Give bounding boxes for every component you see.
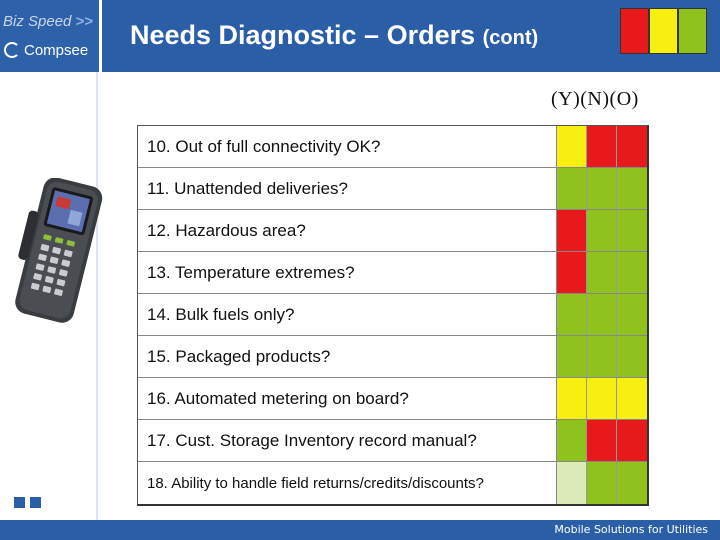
question-label: 17. Cust. Storage Inventory record manua…	[138, 420, 558, 461]
status-cell-y	[557, 252, 588, 293]
compsee-label: Compsee	[24, 42, 89, 59]
status-cell-o	[617, 210, 647, 251]
status-cell-y	[557, 294, 588, 335]
status-cell-o	[617, 420, 647, 461]
logo: Biz Speed >> Compsee	[0, 0, 102, 72]
status-cell-n	[587, 210, 618, 251]
question-row: 18. Ability to handle field returns/cred…	[138, 462, 647, 504]
question-row: 11. Unattended deliveries?	[138, 168, 647, 210]
question-label: 12. Hazardous area?	[138, 210, 558, 251]
status-cell-n	[587, 252, 618, 293]
diagnostic-table: 10. Out of full connectivity OK? 11. Unat…	[137, 125, 649, 506]
question-label: 14. Bulk fuels only?	[138, 294, 558, 335]
status-cell-y	[557, 420, 588, 461]
status-cell-o	[617, 126, 647, 167]
status-cell-y	[557, 462, 588, 504]
footer-text: Mobile Solutions for Utilities	[554, 523, 708, 536]
question-label: 11. Unattended deliveries?	[138, 168, 558, 209]
question-label: 13. Temperature extremes?	[138, 252, 558, 293]
color-legend	[620, 8, 707, 54]
status-cell-o	[617, 462, 647, 504]
legend-swatch	[678, 8, 707, 54]
question-row: 13. Temperature extremes?	[138, 252, 647, 294]
header-bar: Biz Speed >> Compsee Needs Diagnostic – …	[0, 0, 720, 72]
double-arrow-icon: >>	[75, 13, 94, 30]
question-row: 10. Out of full connectivity OK?	[138, 126, 647, 168]
status-cell-n	[587, 378, 618, 419]
status-cell-o	[617, 294, 647, 335]
question-row: 17. Cust. Storage Inventory record manua…	[138, 420, 647, 462]
page-title-main: Needs Diagnostic – Orders	[130, 20, 476, 50]
status-cell-y	[557, 126, 588, 167]
question-row: 15. Packaged products?	[138, 336, 647, 378]
question-label: 18. Ability to handle field returns/cred…	[138, 462, 558, 504]
status-cell-o	[617, 252, 647, 293]
divider	[96, 72, 98, 520]
status-cell-n	[587, 336, 618, 377]
status-cell-y	[557, 336, 588, 377]
handheld-device-image	[15, 178, 103, 323]
status-cell-n	[587, 168, 618, 209]
question-row: 12. Hazardous area?	[138, 210, 647, 252]
page-title: Needs Diagnostic – Orders (cont)	[130, 20, 538, 51]
status-cell-y	[557, 378, 588, 419]
column-headers-yno: (Y)(N)(O)	[551, 88, 639, 110]
biz-speed-label: Biz Speed	[3, 13, 72, 30]
compsee-c-icon	[4, 42, 20, 58]
status-cell-o	[617, 336, 647, 377]
status-cell-o	[617, 378, 647, 419]
status-cell-n	[587, 126, 618, 167]
status-cell-y	[557, 210, 588, 251]
question-row: 16. Automated metering on board?	[138, 378, 647, 420]
status-cell-n	[587, 294, 618, 335]
biz-speed-logo-text: Biz Speed >>	[3, 13, 93, 30]
question-label: 15. Packaged products?	[138, 336, 558, 377]
question-row: 14. Bulk fuels only?	[138, 294, 647, 336]
status-cell-y	[557, 168, 588, 209]
compsee-logo: Compsee	[4, 42, 88, 59]
legend-swatch	[649, 8, 678, 54]
bullet-square	[14, 497, 25, 508]
status-cell-o	[617, 168, 647, 209]
footer-bar: Mobile Solutions for Utilities	[0, 520, 720, 540]
bullet-square	[30, 497, 41, 508]
status-cell-n	[587, 420, 618, 461]
legend-swatch	[620, 8, 649, 54]
question-label: 10. Out of full connectivity OK?	[138, 126, 558, 167]
status-cell-n	[587, 462, 618, 504]
slide-bullets	[14, 497, 41, 508]
question-label: 16. Automated metering on board?	[138, 378, 558, 419]
page-title-suffix: (cont)	[482, 27, 539, 49]
